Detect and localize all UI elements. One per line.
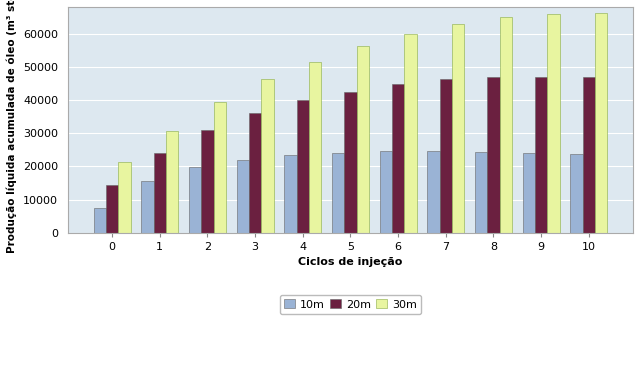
Bar (582, 77, 595, 233)
Bar (535, 77, 547, 233)
Bar (309, 62, 321, 233)
Bar (237, 160, 249, 233)
Bar (440, 79, 452, 233)
X-axis label: Ciclos de injeção: Ciclos de injeção (298, 257, 403, 267)
Bar (201, 130, 214, 233)
Bar (296, 100, 309, 233)
Bar (475, 152, 487, 233)
Bar (380, 151, 392, 233)
Bar (547, 13, 560, 233)
Bar (214, 102, 226, 233)
Bar (570, 154, 582, 233)
Bar (452, 24, 465, 233)
Bar (154, 153, 166, 233)
Bar (427, 151, 440, 233)
Bar (392, 84, 404, 233)
Bar (356, 46, 369, 233)
Bar (595, 13, 607, 233)
Legend: 10m, 20m, 30m: 10m, 20m, 30m (280, 295, 421, 314)
Bar (522, 153, 535, 233)
Bar (189, 167, 201, 233)
Bar (93, 208, 106, 233)
Bar (404, 34, 417, 233)
Bar (249, 113, 261, 233)
Bar (344, 92, 356, 233)
Y-axis label: Produção líquida acumulada de óleo (m³ std): Produção líquida acumulada de óleo (m³ s… (7, 0, 17, 252)
Bar (106, 185, 118, 233)
Bar (118, 162, 131, 233)
Bar (332, 153, 344, 233)
Bar (284, 155, 296, 233)
Bar (487, 77, 500, 233)
Bar (141, 181, 154, 233)
Bar (261, 79, 274, 233)
Bar (166, 131, 179, 233)
Bar (500, 17, 512, 233)
